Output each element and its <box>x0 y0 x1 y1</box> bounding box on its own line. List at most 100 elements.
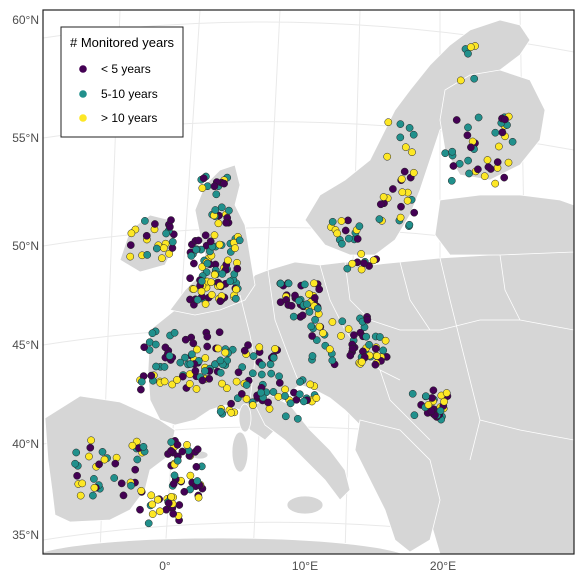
y-tick-label: 40°N <box>12 437 39 451</box>
y-tick-label: 35°N <box>12 528 39 542</box>
site-point <box>493 158 502 166</box>
site-point <box>401 143 410 152</box>
site-point <box>181 353 189 362</box>
site-point <box>191 367 200 375</box>
site-point <box>242 381 251 389</box>
site-point <box>305 290 313 299</box>
site-point <box>276 279 285 288</box>
site-point <box>87 436 95 445</box>
site-point <box>211 360 219 369</box>
balkans-landmass <box>354 419 441 553</box>
site-point <box>289 312 298 321</box>
site-point <box>328 318 337 326</box>
site-point <box>188 350 196 359</box>
sicily-island <box>286 495 324 515</box>
finland-landmass <box>439 69 546 181</box>
site-point <box>181 335 190 344</box>
site-point <box>119 491 128 500</box>
site-point <box>167 447 175 455</box>
site-point <box>257 370 266 379</box>
site-point <box>165 249 174 258</box>
site-point <box>90 475 98 483</box>
site-point <box>371 344 380 353</box>
site-point <box>222 218 230 227</box>
site-point <box>203 259 212 268</box>
site-point <box>178 447 187 456</box>
site-point <box>111 459 120 468</box>
site-point <box>190 259 198 268</box>
site-point <box>305 308 314 316</box>
site-point <box>266 360 275 369</box>
site-point <box>212 190 221 199</box>
site-point <box>137 377 146 386</box>
site-point <box>225 206 233 215</box>
site-point <box>271 345 279 353</box>
site-point <box>201 354 210 362</box>
site-point <box>474 165 482 174</box>
site-point <box>338 239 346 248</box>
site-point <box>408 389 417 398</box>
site-point <box>350 331 358 339</box>
site-point <box>333 229 342 238</box>
site-point <box>265 404 274 413</box>
site-point <box>76 491 85 500</box>
site-point <box>464 49 472 58</box>
site-point <box>186 274 194 283</box>
site-point <box>89 491 97 500</box>
site-point <box>203 332 212 341</box>
site-point <box>173 376 181 384</box>
site-point <box>193 295 202 304</box>
site-point <box>72 448 81 457</box>
site-point <box>287 301 296 310</box>
site-point <box>337 217 346 225</box>
site-point <box>226 277 234 286</box>
site-point <box>447 176 456 185</box>
legend: # Monitored years < 5 years 5-10 years >… <box>60 26 184 138</box>
site-point <box>95 460 103 469</box>
site-point <box>456 76 465 85</box>
site-point <box>189 339 198 348</box>
site-point <box>436 406 445 415</box>
site-point <box>353 235 362 243</box>
site-point <box>169 480 178 488</box>
site-point <box>161 343 170 352</box>
site-point <box>98 448 107 456</box>
site-point <box>78 479 87 488</box>
site-point <box>381 336 390 345</box>
site-point <box>463 131 472 140</box>
site-point <box>148 500 157 509</box>
site-point <box>173 440 182 449</box>
site-point <box>440 397 448 406</box>
site-point <box>275 372 283 381</box>
site-point <box>170 471 179 480</box>
site-point <box>160 244 168 252</box>
site-point <box>216 368 225 377</box>
site-point <box>501 115 509 124</box>
site-point <box>281 385 289 394</box>
site-point <box>357 358 366 366</box>
site-point <box>328 356 337 365</box>
site-point <box>220 179 228 188</box>
site-point <box>495 142 503 151</box>
site-point <box>396 120 405 128</box>
site-point <box>249 352 258 360</box>
site-point <box>216 407 225 416</box>
site-point <box>403 196 412 205</box>
site-point <box>201 300 210 308</box>
site-point <box>410 411 419 420</box>
site-point <box>210 270 219 279</box>
site-point <box>311 315 319 324</box>
site-point <box>231 294 240 303</box>
site-point <box>160 377 169 386</box>
site-point <box>211 206 220 214</box>
site-point <box>448 147 457 156</box>
site-point <box>198 184 207 192</box>
site-point <box>467 143 475 152</box>
site-point <box>375 215 384 223</box>
site-point <box>214 219 223 228</box>
site-point <box>206 237 215 246</box>
site-point <box>128 441 137 450</box>
site-point <box>216 281 224 290</box>
site-point <box>328 217 337 226</box>
